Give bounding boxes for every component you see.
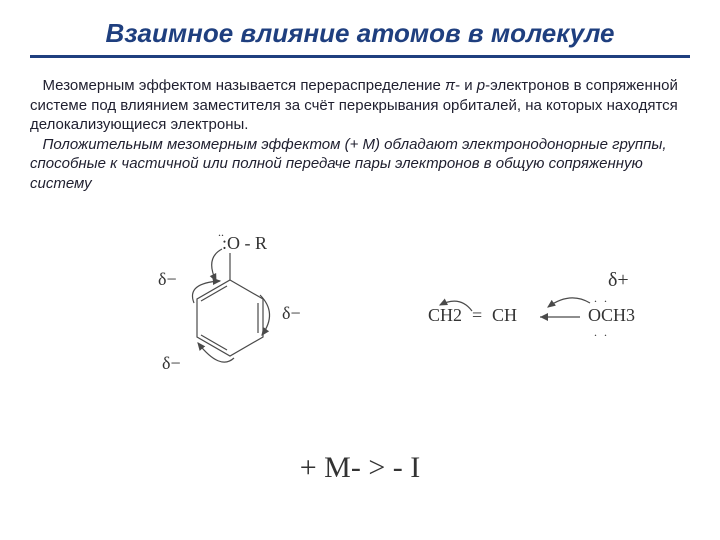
curved-arrow-o-lone [548, 298, 590, 307]
formula-text: + M- > - I [0, 451, 720, 485]
ch-label: CH [492, 305, 517, 326]
page-title: Взаимное влияние атомов в молекуле [0, 0, 720, 55]
lone-pair-dots-o-top: . . [594, 291, 609, 306]
lone-pair-dots-o-bot: . . [594, 325, 609, 340]
diagram-area: .. :O - R δ− δ− δ− δ+ CH2 = CH OCH3 . . … [0, 203, 720, 503]
pi-symbol: π [445, 77, 455, 94]
eq-label: = [472, 305, 482, 326]
body-paragraph: Мезомерным эффектом называется перераспр… [0, 76, 720, 193]
text-seg-1: Мезомерным эффектом называется перераспр… [43, 77, 445, 94]
p-symbol: p [477, 77, 485, 94]
text-seg-2: - и [455, 77, 477, 94]
och3-label: OCH3 [588, 305, 635, 326]
delta-plus: δ+ [608, 269, 629, 292]
arrowhead-bond [540, 313, 548, 321]
ch2-label: CH2 [428, 305, 462, 326]
text-seg-4: Положительным мезомерным эффектом (+ M) … [30, 136, 667, 192]
title-underline [30, 55, 690, 58]
